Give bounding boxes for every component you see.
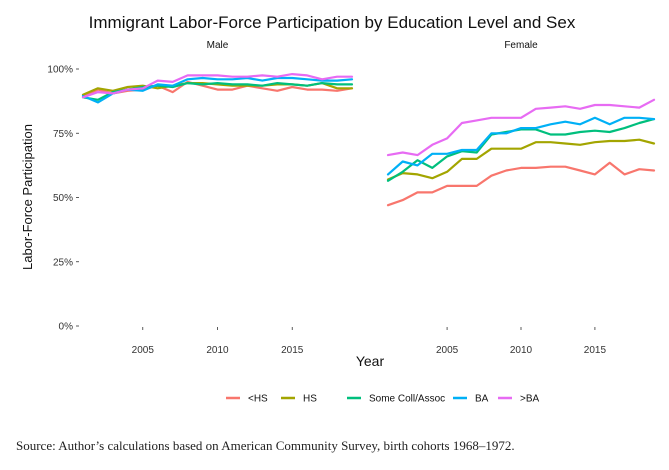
source-caption: Source: Author’s calculations based on A… (16, 438, 515, 453)
legend-item-some-coll-assoc: Some Coll/Assoc (347, 394, 445, 405)
y-tick-label: 50% (53, 193, 73, 204)
y-tick-label: 100% (47, 65, 73, 76)
series-line-ba (81, 72, 354, 99)
y-tick-label: 25% (53, 257, 73, 268)
x-tick-label: 2005 (132, 345, 155, 356)
series-line-hs (386, 161, 656, 207)
legend-item-ba: >BA (498, 394, 540, 405)
x-tick-label: 2010 (510, 345, 533, 356)
series-line-ba (386, 116, 656, 176)
x-tick-label: 2015 (281, 345, 304, 356)
panel-strip-label: Male (207, 40, 229, 51)
series-line-hs (81, 80, 354, 98)
series-line-hs (386, 138, 656, 181)
chart-title: Immigrant Labor-Force Participation by E… (89, 13, 576, 32)
legend-label: >BA (520, 394, 540, 405)
panel-strip-label: Female (504, 40, 538, 51)
legend: <HS HS Some Coll/Assoc BA >BA (226, 394, 540, 405)
legend-label: BA (475, 394, 489, 405)
y-tick-label: 75% (53, 129, 73, 140)
x-axis-label: Year (356, 353, 385, 369)
x-tick-label: 2010 (206, 345, 229, 356)
legend-item-hs: <HS (226, 394, 268, 405)
x-tick-label: 2015 (584, 345, 607, 356)
y-axis-label: Labor-Force Participation (20, 124, 35, 270)
panel-male: Male 0% 25% 50% 75% 100% 2005 2010 2015 (47, 40, 354, 356)
legend-label: HS (303, 394, 317, 405)
x-tick-label: 2005 (436, 345, 459, 356)
legend-item-hs: HS (281, 394, 317, 405)
panels-group: Male 0% 25% 50% 75% 100% 2005 2010 2015 Female 200… (47, 40, 656, 356)
y-tick-label: 0% (59, 322, 74, 333)
series-line-some-coll-assoc (386, 117, 656, 182)
panel-female: Female 2005 2010 2015 (386, 40, 656, 356)
legend-label: <HS (248, 394, 268, 405)
legend-item-ba: BA (453, 394, 489, 405)
series-line-ba (386, 98, 656, 157)
legend-label: Some Coll/Assoc (369, 394, 445, 405)
